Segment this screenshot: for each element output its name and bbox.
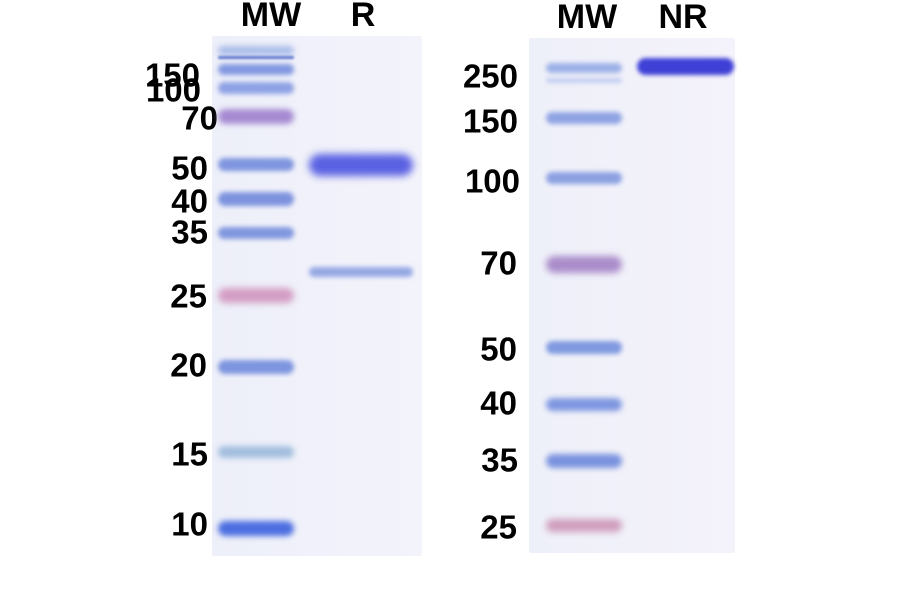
reduced-gel-mw-label-15: 15 (171, 435, 208, 473)
protein-band-25 (218, 287, 294, 303)
protein-band-50 (218, 157, 294, 171)
reduced-gel-mw-label-20: 20 (170, 346, 207, 384)
non-reduced-gel-mw-label-100: 100 (464, 162, 520, 200)
reduced-gel-lane-header-r: R (350, 0, 376, 34)
protein-band-approx-50 (309, 154, 413, 176)
non-reduced-gel-lane-header-mw: MW (556, 0, 618, 36)
non-reduced-gel-sample-lane-NR (637, 38, 734, 553)
reduced-gel-mw-label-10: 10 (171, 505, 208, 543)
protein-band-35 (546, 454, 622, 468)
protein-band-250-minor (546, 77, 622, 83)
non-reduced-gel-mw-label-150: 150 (462, 102, 518, 140)
protein-band-150 (218, 63, 294, 75)
reduced-gel-marker-lane (218, 36, 294, 556)
reduced-gel-mw-label-25: 25 (170, 277, 207, 315)
protein-band-150 (546, 112, 622, 124)
non-reduced-gel-lane-header-nr: NR (658, 0, 708, 36)
non-reduced-gel-mw-label-40: 40 (480, 384, 517, 422)
protein-band-250-line (218, 55, 294, 59)
non-reduced-gel-mw-label-50: 50 (480, 330, 517, 368)
non-reduced-gel-mw-label-25: 25 (480, 508, 517, 546)
reduced-gel-mw-label-50: 50 (171, 149, 208, 187)
protein-band-approx-250 (637, 57, 734, 75)
non-reduced-gel-marker-lane (546, 38, 622, 553)
reduced-gel-sample-lane-R (309, 36, 413, 556)
protein-band-35 (218, 227, 294, 239)
protein-band-250-upper (218, 45, 294, 55)
protein-band-100 (218, 82, 294, 94)
protein-band-70 (218, 108, 294, 124)
protein-band-10 (218, 520, 294, 536)
protein-band-approx-28 (309, 267, 413, 277)
protein-band-40 (546, 397, 622, 411)
reduced-gel-mw-label-100: 100 (145, 71, 201, 109)
reduced-gel-mw-label-40: 40 (171, 182, 208, 220)
reduced-gel-lane-header-mw: MW (240, 0, 302, 34)
non-reduced-gel-mw-label-35: 35 (481, 441, 518, 479)
non-reduced-gel-mw-label-250: 250 (462, 57, 518, 95)
protein-band-40 (218, 192, 294, 206)
protein-band-15 (218, 446, 294, 458)
protein-band-100 (546, 172, 622, 184)
protein-band-25 (546, 518, 622, 532)
protein-band-70 (546, 255, 622, 273)
protein-band-50 (546, 340, 622, 354)
protein-band-20 (218, 360, 294, 374)
non-reduced-gel-mw-label-70: 70 (480, 244, 517, 282)
reduced-gel-mw-label-70: 70 (181, 99, 218, 137)
reduced-gel-mw-label-150: 150 (144, 56, 200, 94)
protein-band-250 (546, 63, 622, 73)
reduced-gel-mw-label-35: 35 (171, 213, 208, 251)
